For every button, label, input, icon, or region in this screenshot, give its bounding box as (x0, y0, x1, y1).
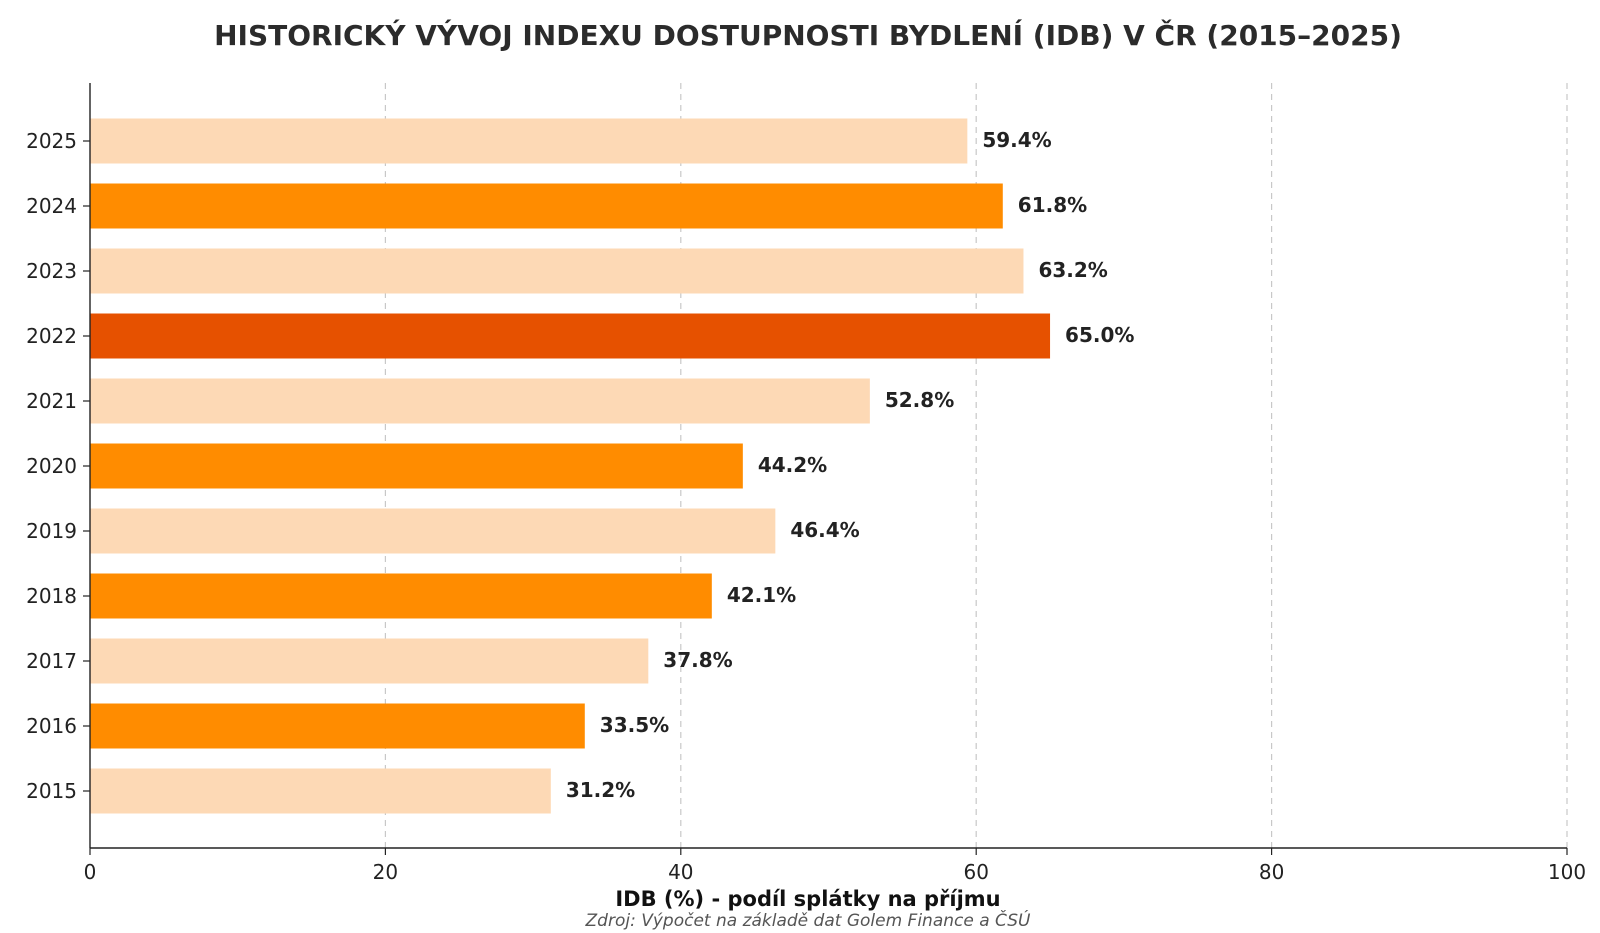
y-tick-label: 2022 (26, 324, 77, 348)
value-label: 44.2% (758, 453, 827, 477)
y-tick-label: 2020 (26, 454, 77, 478)
x-tick-label: 40 (668, 860, 693, 884)
value-label: 37.8% (663, 648, 732, 672)
value-label: 61.8% (1018, 193, 1087, 217)
value-label: 63.2% (1038, 258, 1107, 282)
value-label: 46.4% (790, 518, 859, 542)
source-note: Zdroj: Výpočet na základě dat Golem Fina… (585, 909, 1031, 931)
x-tick-label: 60 (963, 860, 988, 884)
bar-2023 (90, 248, 1024, 294)
bar-2019 (90, 508, 776, 554)
bar-2017 (90, 638, 649, 684)
y-tick-label: 2019 (26, 519, 77, 543)
value-label: 59.4% (982, 128, 1051, 152)
bar-2020 (90, 443, 743, 489)
x-tick-label: 100 (1548, 860, 1586, 884)
x-tick-label: 80 (1259, 860, 1284, 884)
x-axis-label: IDB (%) - podíl splátky na příjmu (615, 887, 1000, 911)
value-label: 42.1% (727, 583, 796, 607)
y-tick-label: 2025 (26, 129, 77, 153)
bar-2016 (90, 703, 585, 749)
y-tick-label: 2016 (26, 714, 77, 738)
axes: 0 20 40 60 80 100 2025 2024 2023 2022 2021 2020 2019… (26, 83, 1586, 884)
chart-title: HISTORICKÝ VÝVOJ INDEXU DOSTUPNOSTI BYDL… (214, 18, 1402, 52)
value-label: 52.8% (885, 388, 954, 412)
y-tick-label: 2024 (26, 194, 77, 218)
x-tick-label: 20 (373, 860, 398, 884)
bar-2024 (90, 183, 1003, 229)
y-tick-label: 2021 (26, 389, 77, 413)
bar-2021 (90, 378, 870, 424)
value-labels: 59.4% 61.8% 63.2% 65.0% 52.8% 44.2% 46.4% 42.1%… (566, 128, 1135, 802)
bars (90, 118, 1051, 814)
y-tick-label: 2023 (26, 259, 77, 283)
value-label: 65.0% (1065, 323, 1134, 347)
x-tick-label: 0 (84, 860, 97, 884)
bar-2018 (90, 573, 712, 619)
y-tick-label: 2015 (26, 779, 77, 803)
bar-2022 (90, 313, 1051, 359)
bar-2025 (90, 118, 968, 164)
value-label: 31.2% (566, 778, 635, 802)
value-label: 33.5% (600, 713, 669, 737)
bar-2015 (90, 768, 551, 814)
y-tick-label: 2018 (26, 584, 77, 608)
y-tick-label: 2017 (26, 649, 77, 673)
